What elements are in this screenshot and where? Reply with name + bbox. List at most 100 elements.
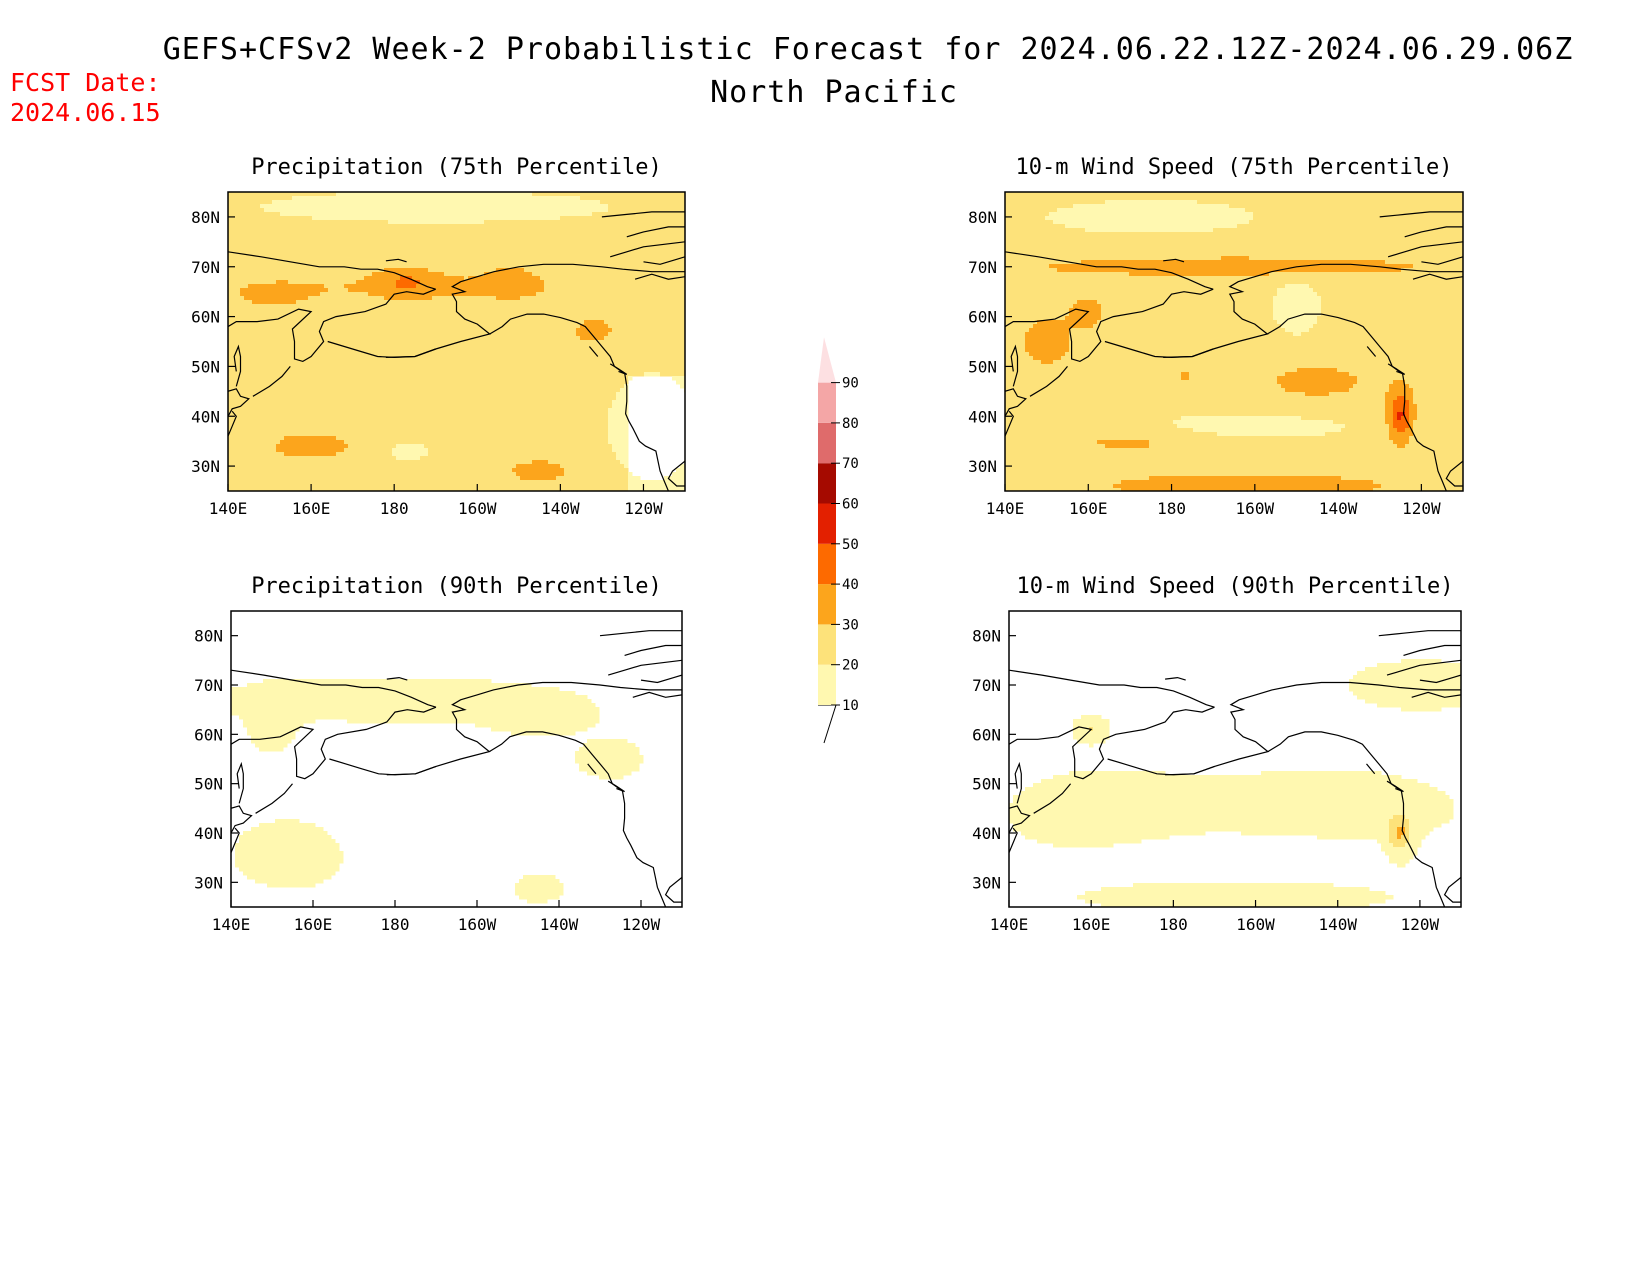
lon-tick-label: 120W	[1402, 499, 1441, 518]
lat-tick-label: 30N	[191, 457, 220, 476]
coastline	[626, 226, 685, 238]
coastline	[252, 366, 291, 397]
coastline	[1366, 763, 1376, 775]
coastline	[1005, 410, 1014, 437]
lon-tick-label: 160W	[458, 915, 497, 934]
lat-tick-label: 50N	[191, 357, 220, 376]
colorbar-tick-label: 70	[842, 456, 859, 472]
coastline	[1378, 630, 1461, 637]
lon-tick-label: 120W	[622, 915, 661, 934]
coastline	[231, 706, 437, 780]
coastline	[1163, 263, 1463, 358]
lon-tick-label: 160E	[292, 499, 331, 518]
colorbar-swatch	[818, 624, 836, 665]
panel-title: Precipitation (90th Percentile)	[251, 574, 662, 599]
lat-tick-label: 80N	[191, 208, 220, 227]
coastline	[329, 758, 437, 776]
colorbar-tick-label: 90	[842, 376, 859, 392]
colorbar-tick-label: 20	[842, 658, 859, 674]
colorbar-swatch	[818, 422, 836, 464]
coastline	[231, 827, 240, 853]
coastline	[228, 410, 237, 437]
coastline	[667, 460, 685, 487]
coastline	[632, 691, 682, 698]
coastline	[231, 669, 437, 708]
panel-w90: 10-m Wind Speed (90th Percentile) 140E 160…	[972, 574, 1462, 934]
coastline	[1033, 783, 1072, 814]
region-subtitle: North Pacific	[54, 75, 1614, 110]
coastline	[255, 783, 293, 814]
coastline	[1445, 460, 1463, 487]
coastline	[1366, 346, 1377, 357]
lon-tick-label: 160W	[1236, 499, 1275, 518]
lat-tick-label: 60N	[194, 725, 223, 744]
colorbar-tick-label: 30	[842, 617, 859, 633]
lon-tick-label: 180	[380, 499, 409, 518]
coastline	[643, 256, 685, 265]
lat-tick-label: 60N	[968, 308, 997, 327]
colorbar-swatch	[818, 463, 836, 504]
lon-tick-label: 140W	[541, 499, 580, 518]
lat-tick-label: 80N	[194, 627, 223, 646]
coastline	[1443, 876, 1461, 903]
coastline	[607, 780, 625, 793]
coastline	[1104, 340, 1214, 359]
colorbar-tick-label: 60	[842, 497, 859, 513]
lon-tick-label: 180	[1159, 915, 1188, 934]
coastline	[1107, 758, 1215, 776]
lat-tick-label: 70N	[968, 258, 997, 277]
plot-frame	[230, 610, 683, 908]
panel-title: 10-m Wind Speed (90th Percentile)	[1016, 574, 1453, 599]
lat-tick-label: 30N	[972, 873, 1001, 892]
lon-tick-label: 120W	[1401, 915, 1440, 934]
coastline	[634, 273, 685, 280]
coastline	[1009, 669, 1215, 708]
coastline	[385, 263, 685, 358]
lon-tick-label: 160E	[1072, 915, 1111, 934]
panel-title: 10-m Wind Speed (75th Percentile)	[1015, 155, 1452, 180]
lat-tick-label: 60N	[191, 308, 220, 327]
coastline	[640, 674, 682, 684]
coastline	[1010, 344, 1019, 387]
coastline	[228, 388, 250, 417]
coastline	[386, 676, 408, 681]
coastline	[233, 344, 242, 387]
coastline	[1404, 226, 1463, 238]
plot-frame	[227, 191, 686, 492]
coastline	[1029, 366, 1068, 397]
lon-tick-label: 140E	[209, 499, 248, 518]
colorbar-swatch	[818, 503, 836, 544]
coastline	[1387, 363, 1406, 375]
lat-tick-label: 70N	[194, 676, 223, 695]
coastline	[228, 288, 436, 363]
coastline	[599, 630, 682, 637]
coastline	[588, 346, 599, 357]
lat-tick-label: 70N	[191, 258, 220, 277]
colorbar-swatch	[818, 382, 836, 423]
plot-frame	[1004, 191, 1464, 492]
coastline	[609, 363, 628, 375]
plot-frame	[1008, 610, 1462, 908]
lon-tick-label: 120W	[624, 499, 663, 518]
lat-tick-label: 40N	[194, 824, 223, 843]
lon-tick-label: 140E	[986, 499, 1025, 518]
coastline	[327, 340, 436, 359]
lon-tick-label: 180	[1157, 499, 1186, 518]
colorbar-tick-label: 40	[842, 577, 859, 593]
coastline	[1014, 761, 1022, 804]
probability-field	[231, 630, 682, 907]
lon-tick-label: 160W	[1236, 915, 1275, 934]
coastline	[610, 241, 685, 258]
lat-tick-label: 50N	[972, 775, 1001, 794]
lon-tick-label: 160E	[1069, 499, 1108, 518]
coastline	[1412, 273, 1463, 280]
coastline	[587, 763, 597, 775]
probability-field	[1005, 192, 1463, 491]
coastline	[1165, 681, 1461, 776]
probability-field	[1009, 630, 1461, 907]
lon-tick-label: 160W	[458, 499, 497, 518]
lon-tick-label: 140E	[212, 915, 251, 934]
colorbar-tick-label: 80	[842, 416, 859, 432]
lat-tick-label: 70N	[972, 676, 1001, 695]
